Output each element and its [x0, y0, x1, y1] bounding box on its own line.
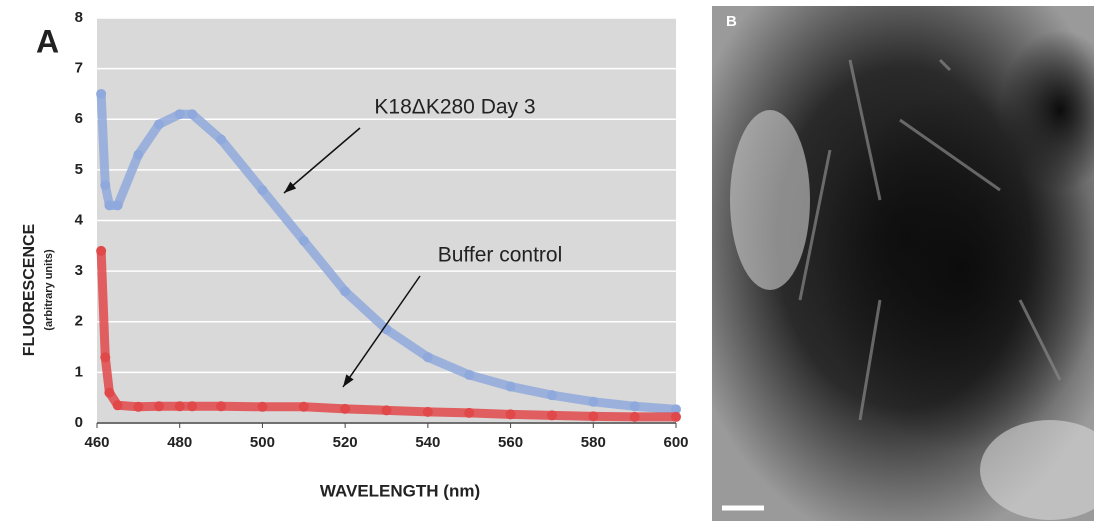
y-tick-label: 0 — [75, 414, 83, 431]
annotation-arrow — [342, 275, 421, 388]
data-point — [671, 404, 681, 415]
data-point — [422, 352, 433, 363]
x-axis-label: WAVELENGTH (nm) — [320, 481, 480, 500]
panel-b-label: B — [726, 13, 737, 30]
data-point — [257, 401, 268, 412]
data-point — [216, 134, 227, 145]
y-axis-sublabel: (arbitrary units) — [43, 249, 55, 331]
y-tick-label: 4 — [75, 211, 84, 228]
annotation-arrow — [283, 127, 361, 194]
data-point — [588, 396, 599, 407]
x-tick-label: 460 — [84, 434, 109, 451]
data-point — [464, 369, 475, 380]
arrow-head — [343, 374, 354, 387]
series-band — [96, 93, 677, 414]
data-point — [133, 401, 144, 412]
micrograph — [712, 6, 1094, 521]
data-point — [133, 149, 144, 160]
x-tick-label: 500 — [250, 434, 275, 451]
data-point — [298, 235, 309, 246]
data-point — [174, 109, 185, 120]
data-point — [112, 200, 123, 211]
data-point — [104, 387, 115, 398]
data-point — [154, 401, 165, 412]
data-point — [505, 409, 516, 420]
data-point — [100, 180, 111, 191]
arrow-head — [284, 181, 297, 193]
data-point — [546, 390, 557, 401]
y-tick-label: 7 — [75, 60, 83, 77]
y-axis-label: FLUORESCENCE — [21, 223, 38, 356]
data-point — [588, 411, 599, 422]
y-tick-label: 3 — [75, 262, 83, 279]
y-tick-label: 6 — [75, 110, 83, 127]
y-tick-label: 1 — [75, 363, 83, 380]
data-point — [381, 405, 392, 416]
x-tick-label: 520 — [333, 434, 358, 451]
data-point — [464, 407, 475, 418]
data-point — [505, 381, 516, 392]
x-tick-label: 600 — [663, 434, 688, 451]
y-tick-label: 8 — [75, 9, 83, 26]
data-point — [257, 185, 268, 196]
data-point — [100, 352, 111, 363]
data-point — [422, 406, 433, 417]
data-point — [216, 401, 227, 412]
y-tick-label: 5 — [75, 161, 83, 178]
data-point — [340, 286, 351, 297]
x-tick-label: 580 — [581, 434, 606, 451]
data-point — [96, 88, 107, 99]
data-point — [187, 401, 198, 412]
data-point — [546, 410, 557, 421]
data-point — [671, 411, 681, 422]
data-point — [340, 403, 351, 414]
annotation: Buffer control — [438, 244, 563, 267]
data-point — [629, 401, 640, 412]
x-tick-label: 540 — [415, 434, 440, 451]
data-point — [104, 200, 115, 211]
panel-a-label: A — [36, 23, 59, 59]
y-tick-label: 2 — [75, 313, 83, 330]
annotation: K18ΔK280 Day 3 — [374, 96, 535, 119]
data-point — [96, 245, 107, 256]
data-point — [187, 109, 198, 120]
x-tick-label: 480 — [167, 434, 192, 451]
data-point — [112, 400, 123, 411]
data-point — [174, 401, 185, 412]
data-point — [298, 401, 309, 412]
data-point — [154, 119, 165, 130]
data-point — [629, 411, 640, 422]
x-tick-label: 560 — [498, 434, 523, 451]
